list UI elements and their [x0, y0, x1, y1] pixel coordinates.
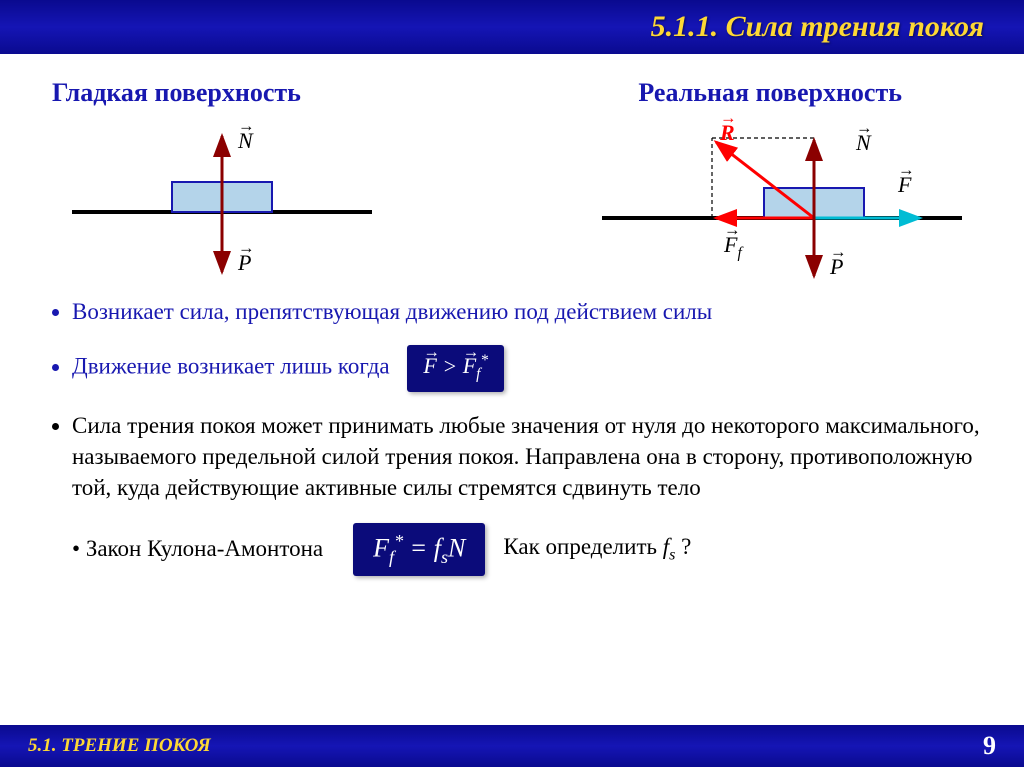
bullet-4-text: Закон Кулона-Амонтона: [86, 536, 323, 561]
bullet-3: Сила трения покоя может принимать любые …: [72, 410, 982, 503]
formula-coulomb: Ff* = fsN: [353, 523, 485, 576]
label-N: N: [238, 128, 253, 154]
diagram-real-surface: R N F Ff P: [562, 122, 982, 282]
diagram-left-svg: [42, 122, 402, 282]
bullet-4: Закон Кулона-Амонтона: [72, 536, 323, 562]
footer-page: 9: [983, 731, 996, 761]
question-fs: Как определить fs ?: [503, 534, 691, 565]
bullet-3-text: Сила трения покоя может принимать любые …: [72, 413, 980, 500]
slide-content: Гладкая поверхность Реальная поверхность: [0, 54, 1024, 576]
bullet-1-text: Возникает сила, препятствующая движению …: [72, 299, 712, 324]
bullet-list: Возникает сила, препятствующая движению …: [42, 296, 982, 503]
label-Ff: Ff: [724, 232, 742, 262]
surface-titles-row: Гладкая поверхность Реальная поверхность: [42, 78, 982, 108]
label-F: F: [898, 172, 911, 198]
footer-section: 5.1. ТРЕНИЕ ПОКОЯ: [28, 735, 211, 757]
label-R: R: [720, 120, 735, 146]
diagram-smooth-surface: N P: [42, 122, 402, 282]
slide-footer: 5.1. ТРЕНИЕ ПОКОЯ 9: [0, 725, 1024, 767]
question-prefix: Как определить: [503, 534, 657, 559]
label-N2: N: [856, 130, 871, 156]
label-P2: P: [830, 254, 843, 280]
question-mark: ?: [681, 534, 691, 559]
coulomb-row: Закон Кулона-Амонтона Ff* = fsN Как опре…: [72, 523, 982, 576]
left-surface-title: Гладкая поверхность: [52, 78, 301, 108]
slide-header: 5.1.1. Сила трения покоя: [0, 0, 1024, 54]
label-P: P: [238, 250, 251, 276]
formula-inequality: F > Ff*: [407, 345, 504, 392]
bullet-2-text: Движение возникает лишь когда: [72, 354, 390, 379]
diagram-right-svg: [562, 122, 982, 282]
bullet-2: Движение возникает лишь когда F > Ff*: [72, 345, 982, 392]
slide-title: 5.1.1. Сила трения покоя: [651, 10, 984, 44]
bullet-1: Возникает сила, препятствующая движению …: [72, 296, 982, 327]
diagrams-row: N P: [42, 122, 982, 282]
right-surface-title: Реальная поверхность: [638, 78, 902, 108]
